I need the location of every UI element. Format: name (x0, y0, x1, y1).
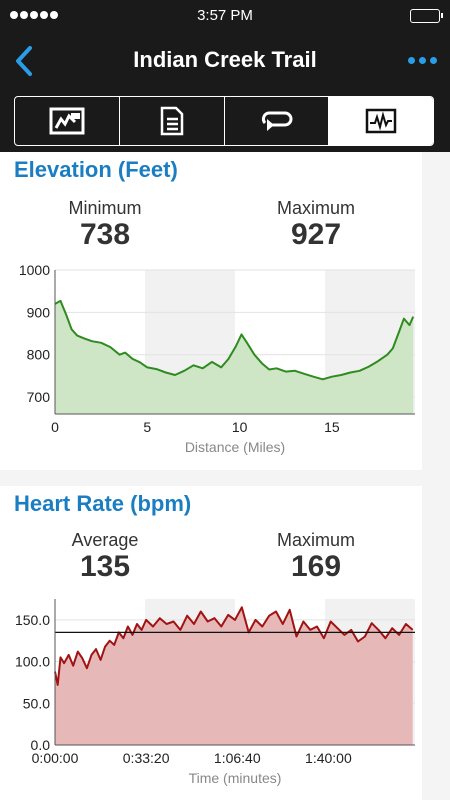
elevation-maximum: Maximum 927 (216, 198, 416, 251)
heart-rate-chart-y-tick-label: 150.0 (15, 612, 50, 628)
heart-rate-maximum: Maximum 169 (216, 530, 416, 583)
tab-bar (0, 90, 450, 152)
map-icon (49, 107, 85, 135)
elevation-chart-x-tick-label: 10 (232, 419, 248, 435)
more-dots-icon (408, 56, 415, 64)
scroll-track[interactable] (422, 152, 450, 800)
heart-rate-avg-value: 135 (79, 550, 131, 583)
elevation-min-label: Minimum (68, 198, 142, 218)
heart-rate-chart: 150.0 100.0 50.0 0.00:00:00 0:33:20 1:06:40 1:… (15, 599, 415, 786)
more-options-button[interactable] (408, 50, 440, 70)
heart-rate-title: Heart Rate (bpm) (14, 491, 192, 516)
heart-rate-average: Average 135 (5, 530, 205, 583)
heart-rate-chart-area (55, 607, 413, 745)
loop-arrow-icon (262, 111, 293, 131)
heart-rate-avg-label: Average (71, 530, 139, 550)
elevation-chart-x-tick-label: 0 (51, 419, 59, 435)
status-bar: 3:57 PM (0, 0, 450, 32)
tab-map[interactable] (15, 97, 120, 145)
status-time: 3:57 PM (197, 7, 253, 24)
elevation-chart-x-tick-label: 5 (143, 419, 151, 435)
chart-waveform-icon (365, 108, 397, 134)
elevation-max-value: 927 (290, 218, 342, 251)
elevation-chart-y-tick-label: 1000 (19, 265, 50, 278)
heart-rate-chart-y-tick-label: 50.0 (23, 695, 50, 711)
signal-strength-icon (10, 11, 58, 19)
navigation-bar: Indian Creek Trail (0, 32, 450, 90)
heart-rate-chart-y-tick-label: 100.0 (15, 654, 50, 670)
section-divider (0, 470, 422, 486)
heart-rate-max-label: Maximum (276, 530, 355, 550)
elevation-minimum: Minimum 738 (5, 198, 205, 251)
elevation-section: Elevation (Feet) Minimum 738 Maximum 927… (0, 152, 422, 470)
heart-rate-chart-series-line (54, 606, 414, 686)
heart-rate-chart-x-tick-label: 0:00:00 (32, 750, 79, 766)
page-title: Indian Creek Trail (133, 47, 317, 72)
elevation-chart-y-tick-label: 800 (27, 347, 51, 363)
charts-panel[interactable]: Elevation (Feet) Minimum 738 Maximum 927… (0, 152, 422, 800)
heart-rate-chart-x-tick-label: 0:33:20 (123, 750, 170, 766)
tab-details[interactable] (120, 97, 225, 145)
elevation-chart-x-tick-label: 15 (324, 419, 340, 435)
heart-rate-chart-x-tick-label: 1:40:00 (305, 750, 352, 766)
back-button[interactable] (8, 42, 42, 80)
heart-rate-chart-x-axis-label: Time (minutes) (189, 770, 282, 786)
heart-rate-chart-x-tick-label: 1:06:40 (214, 750, 261, 766)
elevation-chart-x-axis-label: Distance (Miles) (185, 439, 285, 455)
elevation-title: Elevation (Feet) (14, 157, 178, 182)
segmented-tabs (14, 96, 434, 146)
elevation-min-value: 738 (79, 218, 131, 251)
elevation-chart-series-line (54, 299, 415, 381)
heart-rate-max-value: 169 (290, 550, 342, 583)
tab-laps[interactable] (225, 97, 330, 145)
elevation-chart-y-tick-label: 700 (27, 389, 51, 405)
heart-rate-section: Heart Rate (bpm) Average 135 Maximum 169… (0, 486, 422, 800)
elevation-chart-y-tick-label: 900 (27, 304, 51, 320)
tab-charts[interactable] (329, 97, 433, 145)
chevron-left-icon (16, 46, 32, 76)
heart-rate-chart-y-tick-label: 0.0 (31, 737, 51, 753)
battery-icon (410, 9, 443, 23)
elevation-chart-area (55, 300, 414, 414)
elevation-max-label: Maximum (276, 198, 355, 218)
document-list-icon (160, 106, 183, 136)
